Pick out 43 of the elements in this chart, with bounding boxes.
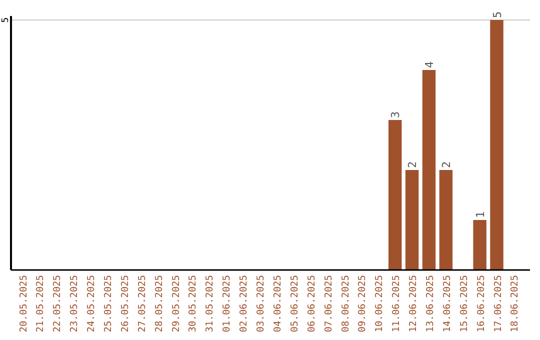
x-tick-label: 29.05.2025 xyxy=(170,275,182,332)
x-tick-label: 30.05.2025 xyxy=(188,275,199,332)
x-tick-label: 08.06.2025 xyxy=(340,275,352,332)
x-tick-label: 11.06.2025 xyxy=(391,275,402,332)
x-tick-label: 07.06.2025 xyxy=(323,275,334,332)
x-tick-label: 27.05.2025 xyxy=(136,275,148,332)
x-tick-label: 01.06.2025 xyxy=(222,275,233,332)
x-tick-label: 20.05.2025 xyxy=(18,275,30,332)
x-tick-label: 17.06.2025 xyxy=(492,275,504,332)
data-label: 3 xyxy=(389,111,402,118)
data-label: 2 xyxy=(406,161,420,168)
data-label: 4 xyxy=(422,61,436,68)
x-tick-label: 12.06.2025 xyxy=(408,275,420,332)
x-tick-label: 05.06.2025 xyxy=(289,275,300,332)
x-tick-label: 14.06.2025 xyxy=(442,275,453,332)
x-tick-label: 13.06.2025 xyxy=(424,275,436,332)
x-tick-label: 28.05.2025 xyxy=(154,275,165,332)
x-tick-label: 06.06.2025 xyxy=(306,275,318,332)
x-tick-label: 04.06.2025 xyxy=(272,275,284,332)
data-label: 2 xyxy=(440,161,453,168)
data-label: 5 xyxy=(490,11,504,18)
x-tick-label: 23.05.2025 xyxy=(69,275,80,332)
x-tick-label: 24.05.2025 xyxy=(86,275,98,332)
x-tick-label: 15.06.2025 xyxy=(458,275,470,332)
x-tick-label: 26.05.2025 xyxy=(120,275,131,332)
x-tick-label: 03.06.2025 xyxy=(256,275,267,332)
bar xyxy=(473,220,486,270)
bar xyxy=(422,70,436,270)
bar xyxy=(439,170,453,270)
x-tick-label: 10.06.2025 xyxy=(374,275,386,332)
x-tick-label: 16.06.2025 xyxy=(476,275,487,332)
bar xyxy=(490,20,504,270)
data-label: 1 xyxy=(474,211,487,218)
x-tick-label: 09.06.2025 xyxy=(357,275,368,332)
x-tick-label: 25.05.2025 xyxy=(103,275,114,332)
x-tick-label: 02.06.2025 xyxy=(238,275,250,332)
x-tick-label: 18.06.2025 xyxy=(510,275,521,332)
x-tick-label: 22.05.2025 xyxy=(52,275,64,332)
ref-line-label: 5 xyxy=(1,17,11,23)
bar xyxy=(405,170,419,270)
x-tick-label: 31.05.2025 xyxy=(204,275,216,332)
bar xyxy=(388,120,402,270)
x-tick-label: 21.05.2025 xyxy=(35,275,46,332)
